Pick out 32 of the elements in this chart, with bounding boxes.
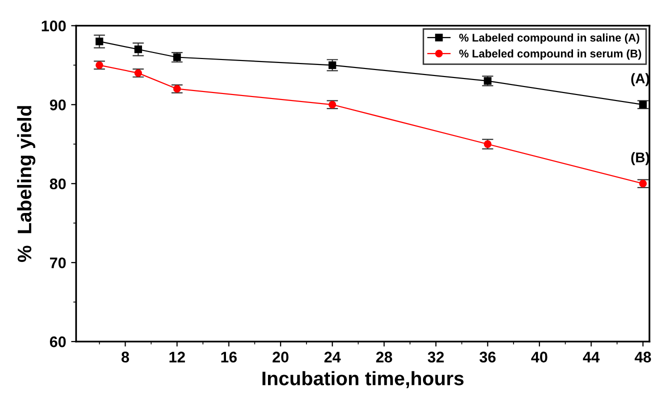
y-tick-label: 60 [50, 336, 66, 348]
legend-label: % Labeled compound in serum (B) [459, 49, 642, 60]
point [134, 69, 142, 77]
x-axis-title: Incubation time,hours [262, 371, 464, 388]
x-tick-label: 32 [428, 352, 444, 363]
point [328, 100, 336, 108]
point [328, 61, 336, 69]
point [484, 77, 492, 85]
x-tick-label: 28 [376, 352, 392, 362]
y-axis-title: % Labeling yield [17, 106, 36, 262]
point [173, 53, 181, 62]
y-tick-label: 100 [42, 20, 66, 32]
x-tick-label: 48 [634, 352, 651, 362]
point [639, 180, 647, 188]
point [96, 61, 104, 69]
x-tick-label: 24 [324, 352, 341, 362]
x-tick-label: 36 [480, 352, 496, 363]
point [484, 140, 492, 148]
x-tick-label: 20 [272, 352, 288, 362]
y-tick-label: 80 [50, 178, 66, 190]
legend-label: % Labeled compound in saline (A) [459, 33, 640, 44]
point [173, 85, 181, 93]
x-tick-label: 40 [531, 352, 548, 362]
x-tick-label: 44 [582, 352, 600, 362]
point [134, 46, 142, 54]
y-tick-label: 90 [50, 100, 66, 110]
y-tick-label: 70 [50, 257, 66, 268]
point [639, 100, 647, 108]
x-tick-label: 8 [122, 352, 130, 362]
point [96, 38, 104, 46]
x-tick-label: 16 [221, 352, 237, 362]
x-tick-label: 12 [170, 352, 185, 362]
